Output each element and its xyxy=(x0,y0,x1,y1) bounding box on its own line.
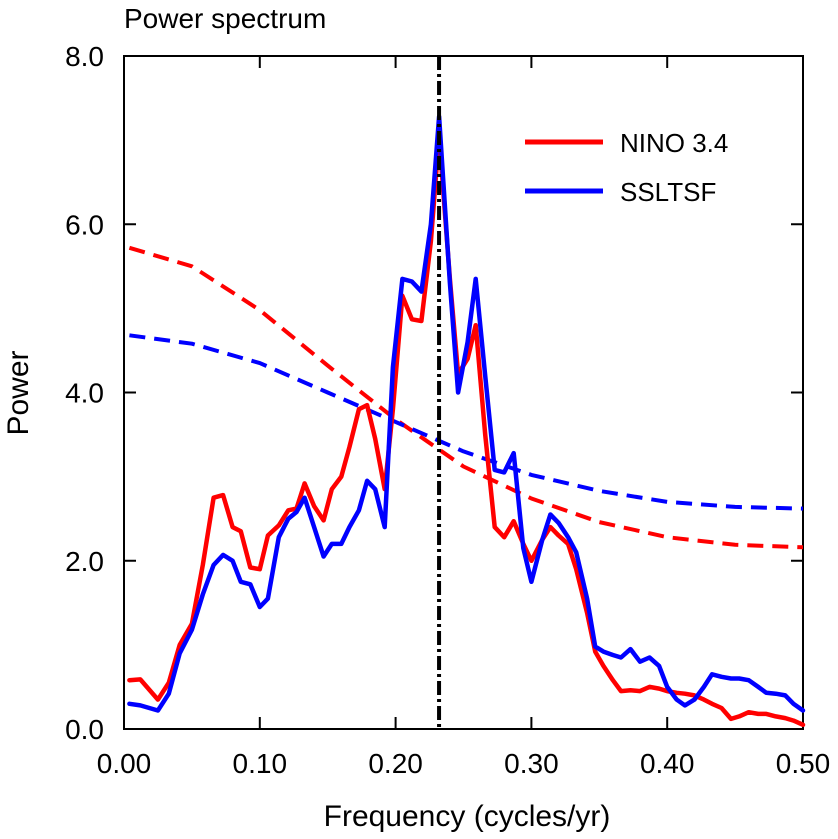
x-tick-label: 0.10 xyxy=(233,748,288,779)
x-tick-label: 0.00 xyxy=(97,748,152,779)
series-line-nino-3-4 xyxy=(127,133,806,728)
y-tick-label: 6.0 xyxy=(65,209,104,240)
series-line-ssltsf xyxy=(127,114,806,713)
series-line-ssltsf-red-noise xyxy=(129,333,804,511)
x-tick-label: 0.40 xyxy=(640,748,695,779)
y-tick-label: 2.0 xyxy=(65,546,104,577)
x-axis-label: Frequency (cycles/yr) xyxy=(324,800,611,833)
y-tick-label: 4.0 xyxy=(65,378,104,409)
x-tick-label: 0.20 xyxy=(368,748,423,779)
chart-title: Power spectrum xyxy=(124,3,326,34)
x-tick-labels: 0.00 0.10 0.20 0.30 0.40 0.50 xyxy=(97,748,831,779)
data-lines xyxy=(127,56,806,729)
y-tick-label: 0.0 xyxy=(65,714,104,745)
legend-label-nino34: NINO 3.4 xyxy=(620,128,728,158)
legend: NINO 3.4 SSLTSF xyxy=(525,128,728,207)
y-axis-label: Power xyxy=(2,350,35,435)
legend-label-ssltsf: SSLTSF xyxy=(620,177,716,207)
y-tick-labels: 0.0 2.0 4.0 6.0 8.0 xyxy=(65,41,104,745)
x-tick-label: 0.30 xyxy=(504,748,559,779)
x-tick-label: 0.50 xyxy=(776,748,831,779)
y-tick-label: 8.0 xyxy=(65,41,104,72)
series-line-nino-3-4-red-noise xyxy=(128,245,804,550)
axis-ticks xyxy=(123,55,804,730)
